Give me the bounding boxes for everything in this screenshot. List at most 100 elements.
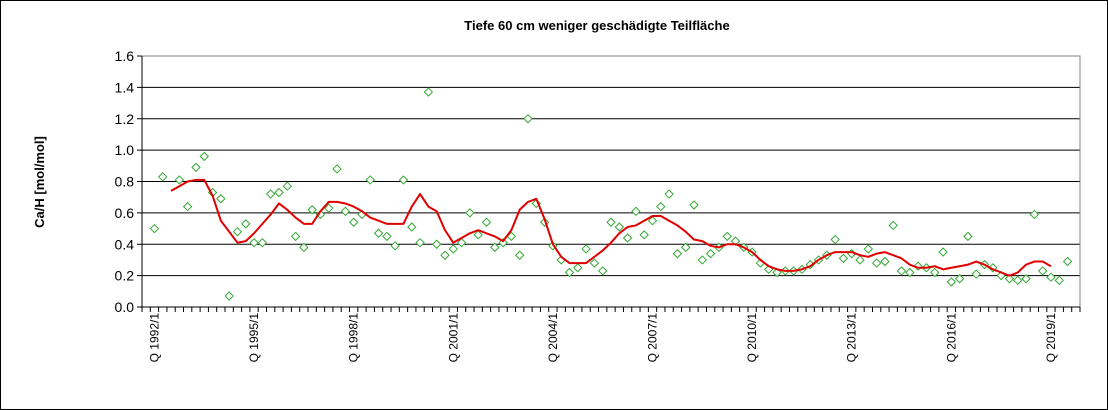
data-point: [448, 244, 458, 254]
data-point: [490, 242, 500, 253]
y-tick-label: 1.4: [115, 79, 135, 95]
data-point: [158, 172, 168, 182]
data-point: [340, 206, 351, 217]
x-tick-label: Q 1998/1: [347, 313, 361, 363]
data-point: [705, 248, 716, 259]
y-tick-label: 0.4: [115, 236, 135, 252]
data-point: [199, 151, 209, 162]
data-point: [423, 87, 434, 97]
data-point: [249, 237, 259, 248]
data-point: [348, 217, 359, 227]
data-point: [290, 231, 301, 242]
data-point: [938, 247, 948, 257]
data-point: [398, 175, 409, 185]
data-point: [1029, 209, 1040, 220]
data-point: [888, 220, 898, 231]
data-point: [365, 175, 375, 185]
data-point: [514, 250, 525, 260]
data-point: [880, 256, 890, 267]
data-point: [324, 203, 334, 213]
data-point: [274, 187, 284, 198]
data-point: [1013, 275, 1023, 286]
x-tick-label: Q 2004/1: [546, 313, 560, 363]
data-point: [697, 255, 708, 265]
y-tick-label: 1.6: [115, 48, 135, 64]
data-point: [265, 189, 276, 199]
data-point: [930, 267, 940, 278]
data-point: [415, 237, 425, 248]
data-point: [606, 217, 616, 227]
data-point: [664, 189, 674, 199]
data-point: [216, 194, 226, 204]
data-point: [315, 209, 326, 220]
moving-average-line: [170, 178, 1052, 277]
data-point: [971, 269, 981, 279]
y-tick-label: 0.8: [115, 174, 135, 190]
x-tick-label: Q 1995/1: [247, 313, 261, 363]
data-point: [232, 226, 243, 237]
data-point: [1004, 274, 1015, 284]
data-point: [838, 253, 849, 264]
data-point: [581, 244, 591, 254]
y-tick-label: 0.0: [115, 299, 135, 315]
data-point: [855, 255, 865, 265]
data-point: [871, 258, 882, 268]
data-point: [946, 277, 957, 287]
data-point: [681, 242, 691, 253]
data-point: [639, 230, 649, 240]
data-point: [689, 200, 699, 210]
data-point: [772, 267, 782, 278]
data-point: [656, 201, 666, 212]
data-point: [954, 274, 965, 284]
data-point: [473, 230, 483, 240]
data-point: [1062, 256, 1073, 267]
data-point: [307, 205, 317, 215]
data-point: [431, 239, 442, 249]
x-tick-label: Q 1992/1: [147, 313, 161, 363]
data-point: [1037, 266, 1048, 276]
data-point: [440, 250, 450, 260]
data-point: [830, 234, 840, 245]
data-point: [597, 266, 608, 276]
data-point: [622, 233, 633, 243]
data-point: [299, 242, 309, 253]
data-point: [191, 162, 201, 173]
data-point: [988, 263, 998, 273]
chart-title: Tiefe 60 cm weniger geschädigte Teilfläc…: [464, 18, 729, 33]
x-tick-label: Q 2010/1: [745, 313, 759, 363]
data-point: [523, 114, 533, 124]
y-axis-label: Ca/H [mol/mol]: [32, 136, 47, 228]
data-point: [564, 267, 575, 278]
y-tick-label: 1.0: [115, 142, 135, 158]
data-point: [332, 164, 342, 174]
data-point: [407, 222, 417, 232]
data-point: [722, 231, 732, 242]
data-point: [1054, 275, 1064, 286]
data-point: [481, 217, 492, 227]
data-point: [174, 175, 185, 185]
x-tick-label: Q 2013/1: [845, 313, 859, 363]
x-tick-label: Q 2007/1: [646, 313, 660, 363]
data-point: [863, 244, 874, 254]
y-tick-label: 0.2: [115, 268, 135, 284]
data-point: [1046, 272, 1056, 282]
data-point: [963, 231, 973, 242]
data-point: [614, 222, 625, 232]
y-tick-label: 0.6: [115, 205, 135, 221]
data-point: [390, 241, 400, 251]
data-point: [905, 267, 915, 278]
data-point: [241, 219, 251, 229]
data-point: [465, 208, 475, 218]
data-point: [149, 223, 160, 234]
data-point: [456, 237, 467, 248]
data-point: [182, 201, 193, 212]
data-point: [589, 258, 600, 268]
data-point: [257, 237, 268, 248]
data-point: [631, 206, 641, 217]
data-point: [1021, 274, 1031, 284]
data-point: [224, 291, 234, 301]
data-point: [373, 228, 384, 238]
data-point: [647, 216, 658, 226]
